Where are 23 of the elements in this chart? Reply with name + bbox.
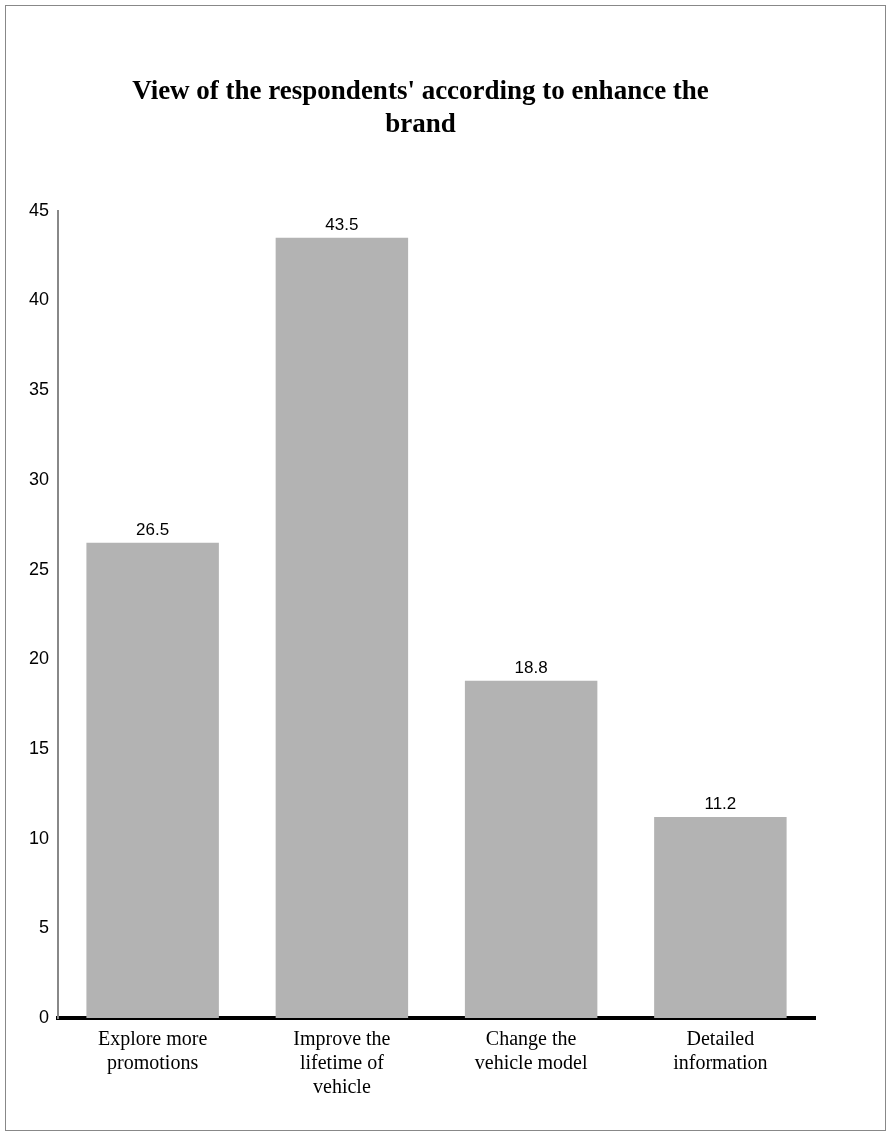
data-label: 18.8 xyxy=(514,657,548,677)
x-tick-label: Detailed information xyxy=(673,1027,768,1074)
bar xyxy=(464,680,598,1018)
y-tick-label: 45 xyxy=(28,199,50,220)
y-tick-label: 15 xyxy=(28,737,50,758)
y-tick-label: 5 xyxy=(39,917,50,938)
data-label: 26.5 xyxy=(136,519,170,539)
data-label: 43.5 xyxy=(325,214,359,234)
y-tick-label: 20 xyxy=(28,648,50,669)
bar xyxy=(654,817,787,1018)
chart-title: View of the respondents' according to enhance the brand xyxy=(132,75,709,138)
y-tick-label: 35 xyxy=(28,379,50,400)
bar xyxy=(275,237,409,1018)
y-tick-label: 0 xyxy=(39,1006,50,1027)
bar xyxy=(86,542,219,1018)
y-tick-label: 25 xyxy=(28,558,50,579)
x-tick-label: Improve the lifetime of vehicle xyxy=(293,1027,391,1098)
x-tick-label: Change the vehicle model xyxy=(474,1027,588,1074)
y-tick-label: 10 xyxy=(28,827,50,848)
data-label: 11.2 xyxy=(704,794,737,814)
x-tick-label: Explore more promotions xyxy=(97,1027,208,1075)
y-tick-label: 40 xyxy=(28,289,50,310)
y-tick-label: 30 xyxy=(28,468,50,489)
